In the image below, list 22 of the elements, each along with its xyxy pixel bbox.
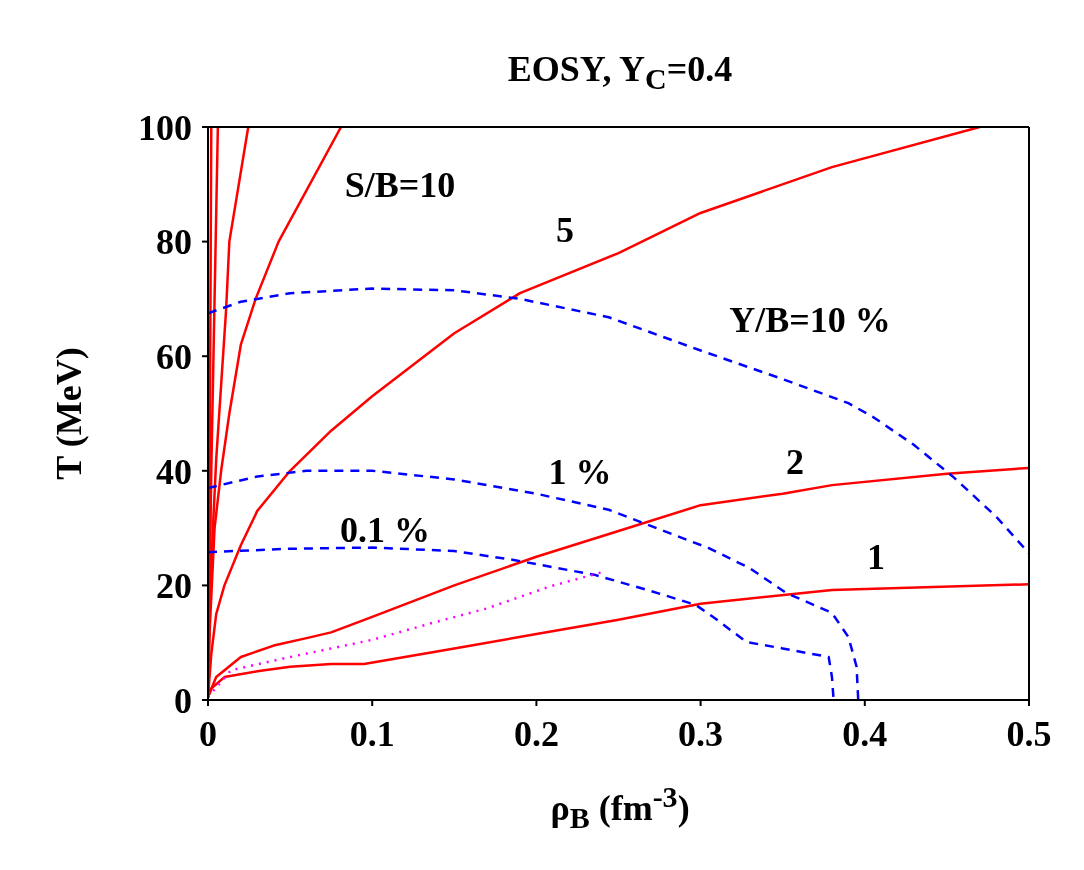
annotation: S/B=10: [343, 164, 457, 207]
annotation: 2: [785, 441, 805, 484]
x-tick-label: 0.5: [1006, 713, 1052, 754]
y-tick-label: 80: [156, 222, 192, 263]
annotation: 0.1 %: [339, 509, 431, 552]
x-tick-label: 0.1: [349, 713, 395, 754]
annotation: 1: [866, 536, 886, 579]
y-axis-title: T (MeV): [48, 347, 89, 480]
y-tick-label: 40: [156, 451, 192, 492]
chart-title: EOSY, Y$_{C}$=0.4: [506, 48, 734, 97]
y-tick-label: 0: [174, 680, 192, 721]
x-tick-label: 0.4: [842, 713, 888, 754]
annotation: Y/B=10 %: [728, 299, 892, 342]
y-tick-label: 100: [138, 107, 192, 148]
x-tick-label: 0: [199, 713, 217, 754]
x-tick-label: 0.2: [513, 713, 559, 754]
x-tick-label: 0.3: [678, 713, 724, 754]
y-tick-label: 20: [156, 566, 192, 607]
annotation: 1 %: [547, 451, 613, 494]
annotation: 5: [555, 209, 575, 252]
x-axis-title: ρ$_{B}$ (fm$^{-3}$): [549, 780, 691, 836]
y-tick-label: 60: [156, 336, 192, 377]
